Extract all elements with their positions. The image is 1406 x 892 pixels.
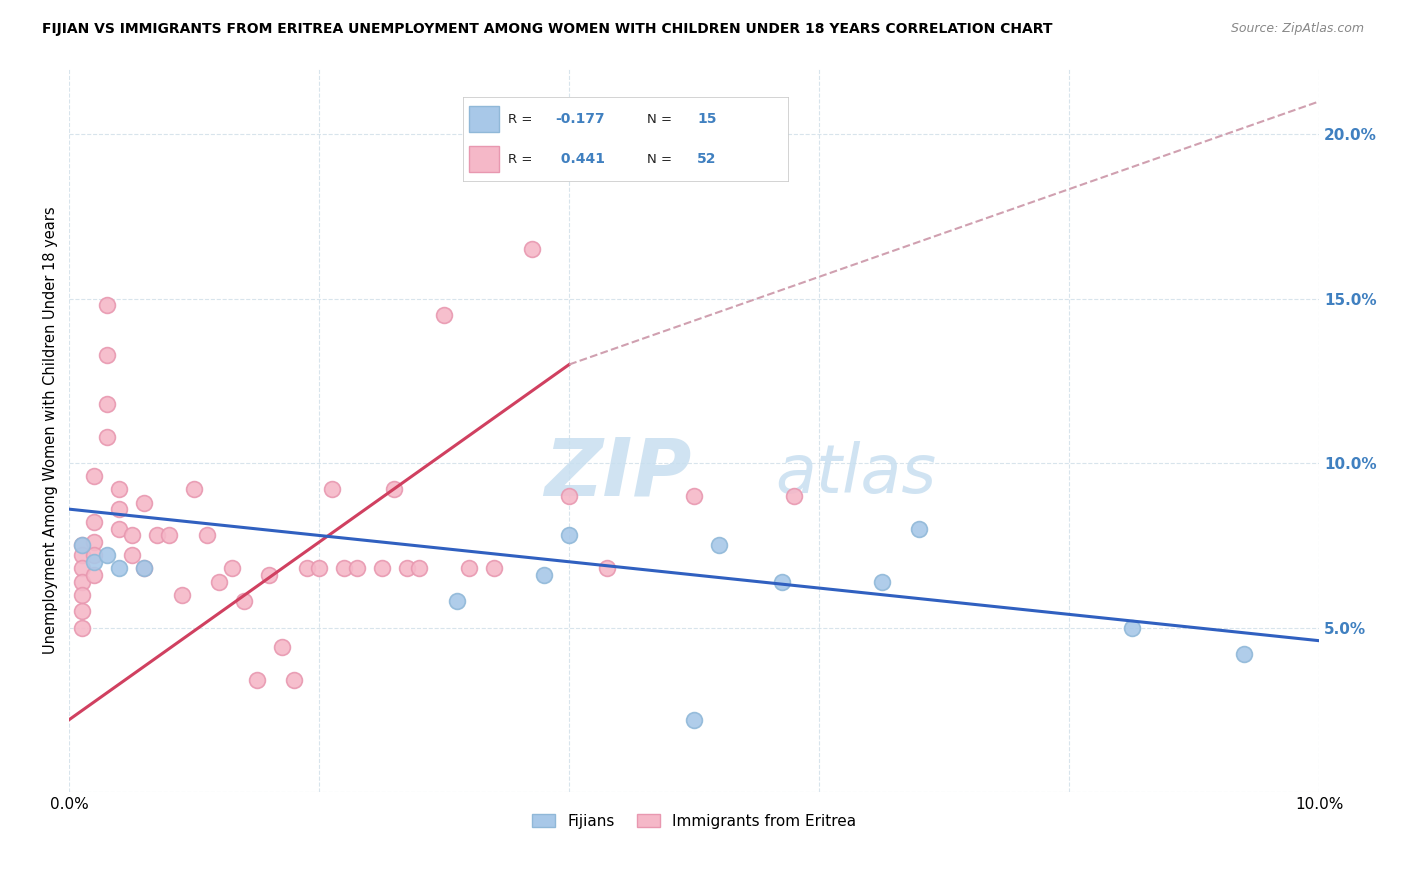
Point [257, 568, 280, 582]
Point [295, 561, 318, 575]
Text: ZIP: ZIP [544, 434, 692, 513]
Point [70, 621, 93, 635]
Point [170, 588, 193, 602]
Point [96, 348, 118, 362]
Text: Source: ZipAtlas.com: Source: ZipAtlas.com [1230, 22, 1364, 36]
Point [770, 574, 793, 589]
Point [183, 483, 205, 497]
Point [484, 561, 506, 575]
Point [157, 528, 180, 542]
Point [446, 594, 468, 608]
Point [83, 535, 105, 549]
Point [83, 548, 105, 562]
Point [83, 516, 105, 530]
Point [533, 568, 555, 582]
Point [134, 495, 156, 509]
Point [558, 489, 581, 503]
Point [908, 522, 931, 536]
Point [370, 561, 392, 575]
Point [96, 548, 118, 562]
Point [208, 574, 231, 589]
Point [395, 561, 418, 575]
Point [96, 430, 118, 444]
Point [134, 561, 156, 575]
Point [134, 561, 156, 575]
Point [596, 561, 619, 575]
Point [195, 528, 218, 542]
Y-axis label: Unemployment Among Women with Children Under 18 years: Unemployment Among Women with Children U… [44, 206, 58, 654]
Text: atlas: atlas [776, 441, 936, 507]
Point [346, 561, 368, 575]
Point [70, 538, 93, 552]
Legend: Fijians, Immigrants from Eritrea: Fijians, Immigrants from Eritrea [526, 808, 863, 835]
Point [308, 561, 330, 575]
Point [246, 673, 269, 688]
Point [108, 561, 131, 575]
Text: FIJIAN VS IMMIGRANTS FROM ERITREA UNEMPLOYMENT AMONG WOMEN WITH CHILDREN UNDER 1: FIJIAN VS IMMIGRANTS FROM ERITREA UNEMPL… [42, 22, 1053, 37]
Point [108, 522, 131, 536]
Point [145, 528, 167, 542]
Point [1233, 647, 1256, 661]
Point [70, 574, 93, 589]
Point [70, 548, 93, 562]
Point [70, 561, 93, 575]
Point [83, 568, 105, 582]
Point [83, 469, 105, 483]
Point [382, 483, 405, 497]
Point [83, 555, 105, 569]
Point [70, 604, 93, 618]
Point [283, 673, 305, 688]
Point [433, 308, 456, 322]
Point [96, 397, 118, 411]
Point [233, 594, 256, 608]
Point [333, 561, 356, 575]
Point [558, 528, 581, 542]
Point [108, 502, 131, 516]
Point [321, 483, 343, 497]
Point [70, 588, 93, 602]
Point [408, 561, 430, 575]
Point [683, 489, 706, 503]
Point [221, 561, 243, 575]
Point [520, 243, 543, 257]
Point [96, 298, 118, 312]
Point [70, 538, 93, 552]
Point [121, 548, 143, 562]
Point [1121, 621, 1143, 635]
Point [683, 713, 706, 727]
Point [270, 640, 292, 655]
Point [121, 528, 143, 542]
Point [783, 489, 806, 503]
Point [458, 561, 481, 575]
Point [108, 483, 131, 497]
Point [870, 574, 893, 589]
Point [709, 538, 731, 552]
